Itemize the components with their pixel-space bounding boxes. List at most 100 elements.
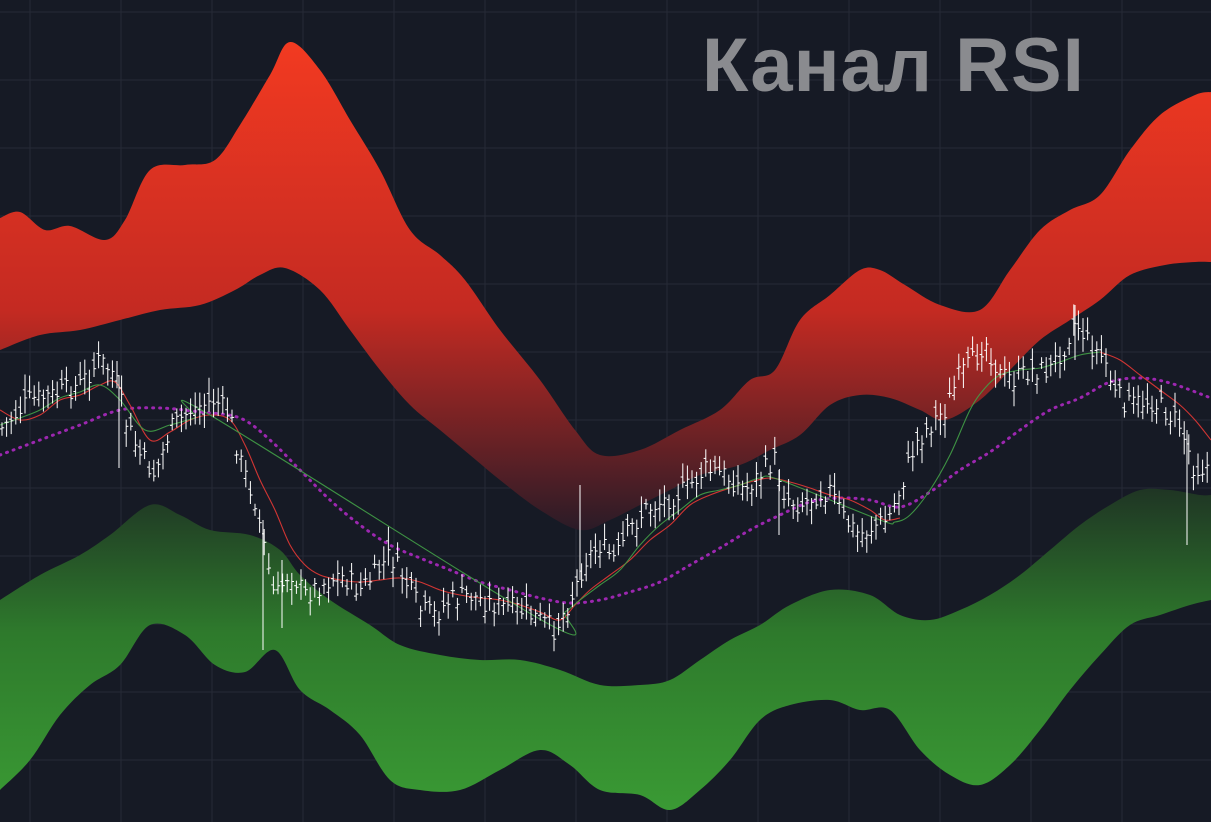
price-bar (689, 470, 695, 489)
price-bar (110, 360, 115, 388)
price-bar (827, 474, 833, 498)
price-bar (386, 526, 391, 566)
price-bar (1136, 385, 1141, 418)
price-bar (1062, 351, 1067, 371)
price-bar (749, 484, 754, 506)
price-bars (0, 304, 1210, 652)
price-bar (1145, 383, 1150, 414)
price-bar (561, 602, 566, 632)
price-bar (1048, 354, 1053, 377)
price-bar (298, 569, 304, 600)
price-bar (0, 422, 5, 436)
price-bar (455, 597, 460, 621)
price-bar (657, 489, 662, 522)
price-bar (929, 426, 934, 448)
price-bar (82, 359, 87, 395)
price-bar (1103, 348, 1109, 377)
price-bar (639, 496, 644, 529)
price-bar (41, 389, 46, 412)
price-bar (703, 449, 708, 477)
price-bar (340, 566, 345, 588)
price-bar (551, 621, 557, 652)
price-bar (745, 472, 750, 502)
price-bar (735, 465, 741, 495)
price-bar (55, 381, 60, 409)
price-bar (1007, 361, 1012, 389)
price-bar (1177, 409, 1182, 437)
price-bar (680, 463, 685, 488)
price-bar (1044, 357, 1049, 383)
price-bar (234, 450, 239, 464)
price-bar (933, 400, 938, 431)
price-bar (505, 587, 511, 612)
price-bar (50, 380, 55, 404)
price-bar (128, 412, 133, 431)
price-bar (1172, 392, 1178, 428)
price-bar (896, 490, 902, 516)
price-bar (36, 381, 41, 407)
price-bar (450, 581, 455, 598)
price-bar (763, 445, 768, 467)
price-bar (409, 572, 414, 590)
price-bar (87, 369, 92, 401)
price-bar (101, 354, 106, 375)
price-bar (717, 456, 722, 476)
price-bar (814, 493, 819, 510)
price-bar (478, 584, 483, 607)
price-bar (358, 572, 363, 597)
price-bar (878, 507, 883, 525)
price-bar (133, 431, 138, 457)
price-bar (179, 404, 184, 433)
price-bar (653, 501, 658, 529)
price-bar (694, 471, 699, 498)
price-bar (800, 492, 805, 513)
price-bar (804, 488, 810, 516)
price-bar (524, 583, 529, 620)
price-bar (648, 503, 653, 527)
price-bar (418, 605, 423, 627)
price-bar (1205, 451, 1210, 483)
price-bar (321, 578, 327, 595)
price-bar (1053, 342, 1058, 373)
price-bar (73, 376, 78, 401)
price-bar (965, 346, 971, 368)
price-bar (846, 515, 851, 533)
price-bar (1200, 459, 1205, 482)
price-bar (942, 404, 948, 438)
price-bar (910, 441, 915, 472)
price-bar (625, 514, 630, 537)
price-bar (193, 392, 198, 425)
price-bar (970, 336, 975, 356)
price-bar (988, 348, 994, 376)
price-bar (699, 462, 704, 489)
price-bar (620, 521, 626, 547)
price-bar (317, 587, 322, 606)
price-bar (795, 497, 800, 522)
price-bar (786, 479, 791, 507)
price-bar (1159, 384, 1164, 403)
price-bar (510, 586, 515, 614)
price-bar (335, 560, 340, 597)
price-bar (597, 540, 603, 568)
price-bar (556, 613, 561, 636)
price-bar (1108, 370, 1113, 391)
price-bar (482, 596, 488, 624)
price-bar (979, 341, 984, 372)
price-bar (919, 435, 925, 464)
price-bar (4, 417, 9, 437)
price-bar (818, 481, 823, 507)
price-bar (887, 506, 892, 521)
price-bar (781, 485, 787, 509)
price-bar (1090, 335, 1095, 370)
price-bar (464, 585, 469, 603)
price-bar (229, 409, 235, 423)
price-bar (363, 568, 368, 586)
price-bar (607, 543, 612, 560)
price-bar (662, 485, 667, 518)
price-bar (883, 505, 888, 533)
price-bar (294, 580, 299, 594)
price-bar (413, 577, 419, 603)
price-bar (96, 341, 101, 369)
